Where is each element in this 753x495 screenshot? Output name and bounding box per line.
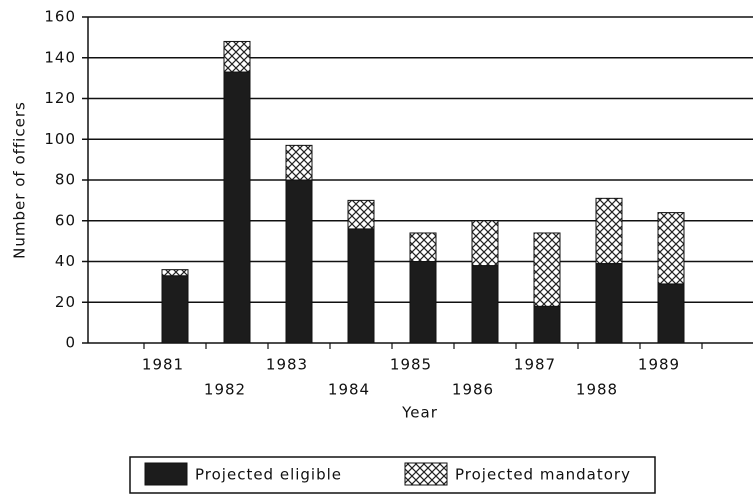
x-tick-label: 1989	[638, 356, 680, 374]
x-tick-label: 1985	[390, 356, 432, 374]
y-axis-label: Number of officers	[11, 101, 29, 259]
y-tick-label: 160	[44, 8, 76, 26]
y-tick-label: 120	[44, 89, 76, 107]
y-tick-label: 60	[55, 211, 76, 229]
bar-segment	[595, 263, 623, 344]
bar-segment	[657, 212, 685, 285]
x-tick-label: 1987	[514, 356, 556, 374]
x-tick-label: 1986	[452, 381, 494, 399]
x-tick-label: 1983	[266, 356, 308, 374]
legend-swatch	[144, 462, 188, 486]
bar-segment	[223, 40, 251, 73]
bar-segment	[285, 144, 313, 181]
bar-segment	[657, 283, 685, 344]
bar-segment	[409, 232, 437, 263]
x-tick-label: 1981	[142, 356, 184, 374]
x-axis-label: Year	[401, 404, 438, 422]
bar-segment	[161, 269, 189, 277]
y-tick-label: 20	[55, 293, 76, 311]
x-tick-label: 1982	[204, 381, 246, 399]
bar-segment	[533, 305, 561, 344]
legend-label: Projected mandatory	[455, 466, 631, 484]
x-tick-label: 1984	[328, 381, 370, 399]
y-tick-label: 80	[55, 171, 76, 189]
bar-segment	[471, 265, 499, 344]
y-tick-label: 40	[55, 252, 76, 270]
legend-box	[129, 456, 656, 494]
bar-segment	[223, 71, 251, 344]
legend-swatch	[404, 462, 448, 486]
legend-label: Projected eligible	[195, 466, 342, 484]
y-tick-label: 100	[44, 130, 76, 148]
y-tick-label: 140	[44, 48, 76, 66]
bar-segment	[347, 228, 375, 344]
bar-segment	[161, 275, 189, 344]
bar-segment	[595, 197, 623, 265]
bar-segment	[347, 199, 375, 230]
bar-segment	[409, 261, 437, 344]
x-tick-label: 1988	[576, 381, 618, 399]
y-tick-label: 0	[65, 334, 76, 352]
bar-segment	[533, 232, 561, 307]
bar-segment	[471, 220, 499, 267]
bar-segment	[285, 179, 313, 344]
